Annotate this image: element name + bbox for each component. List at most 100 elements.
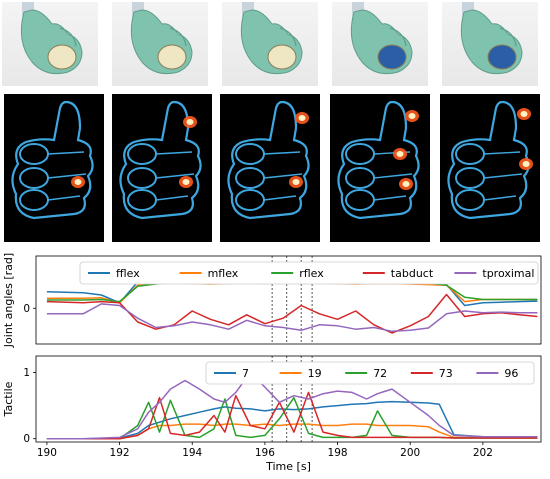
- thermal-row: [0, 94, 550, 244]
- gloved-hand-icon: [460, 2, 523, 75]
- series-group: [46, 278, 538, 334]
- heat-core: [186, 119, 194, 125]
- legend-label-tproximal: tproximal: [482, 267, 534, 280]
- finger-loop: [345, 143, 375, 165]
- thermal-hand-icon: [11, 100, 94, 220]
- legend: fflex mflex rflex tabduct tproximal: [79, 261, 539, 285]
- legend-label-96: 96: [504, 367, 518, 380]
- held-object-shape: [267, 44, 297, 70]
- finger-lines: [373, 151, 413, 201]
- x-axis-label: Time [s]: [265, 460, 311, 473]
- series-group: [46, 371, 538, 440]
- thermal-image-4: [330, 94, 430, 242]
- legend-label-fflex: fflex: [116, 267, 140, 280]
- thumb-line: [59, 27, 77, 47]
- finger-loop: [455, 143, 485, 165]
- x-tick-label: 196: [255, 447, 275, 459]
- finger-loop: [19, 189, 49, 211]
- hand-outline: [447, 100, 530, 220]
- heat-core: [182, 179, 190, 185]
- held-object-shape: [377, 44, 407, 70]
- finger-loop: [345, 189, 375, 211]
- y-axis-label: Joint angles [rad]: [2, 253, 15, 348]
- held-object-shape: [47, 44, 77, 70]
- x-tick-label: 194: [182, 447, 202, 459]
- x-tick-label: 200: [400, 447, 420, 459]
- x-tick-label: 190: [37, 447, 57, 459]
- hand-outline: [11, 100, 94, 220]
- series-line-96: [46, 371, 538, 440]
- series-line-tproximal: [46, 303, 538, 333]
- hand-outline: [119, 100, 202, 220]
- finger-loop: [235, 143, 265, 165]
- hand-outline: [337, 100, 420, 220]
- finger-loop: [235, 167, 265, 189]
- thumb-line: [279, 27, 297, 47]
- thermal-hand-icon: [119, 100, 202, 220]
- legend-label-7: 7: [242, 367, 249, 380]
- thermal-image-2: [112, 94, 212, 242]
- legend-box: [79, 261, 539, 285]
- heat-core: [408, 113, 416, 119]
- y-tick-label: 1: [23, 367, 30, 379]
- x-tick-label: 202: [473, 447, 493, 459]
- gloved-hand-icon: [240, 2, 303, 75]
- plot-frame: [35, 255, 542, 345]
- legend-label-tabduct: tabduct: [391, 267, 434, 280]
- thumb-line: [389, 27, 407, 47]
- plot-frame: [35, 355, 542, 443]
- y-axis-label: Tactile: [2, 381, 15, 417]
- grasp-photo-1: [2, 2, 98, 86]
- gloved-hand-icon: [350, 2, 413, 75]
- heat-core: [522, 161, 530, 167]
- chart-panel-1: 0 Joint angles [rad] fflex mflex rflex tabduc…: [2, 253, 542, 348]
- legend-box: [205, 361, 535, 385]
- thermal-hand-icon: [227, 100, 310, 220]
- finger-loop: [127, 143, 157, 165]
- gloved-hand-icon: [20, 2, 83, 75]
- grasp-photo-3: [222, 2, 318, 86]
- grasp-photo-2: [112, 2, 208, 86]
- series-line-7: [46, 400, 538, 440]
- finger-loop: [19, 167, 49, 189]
- legend-label-rflex: rflex: [299, 267, 324, 280]
- finger-lines: [263, 151, 303, 201]
- finger-loop: [127, 167, 157, 189]
- gloved-hand-icon: [130, 2, 193, 75]
- legend-label-19: 19: [308, 367, 322, 380]
- y-tick-label: 0: [23, 303, 30, 315]
- grasp-photo-4: [332, 2, 428, 86]
- x-tick-label: 198: [328, 447, 348, 459]
- thumb-line: [499, 27, 517, 47]
- finger-loop: [127, 189, 157, 211]
- finger-lines: [47, 151, 87, 201]
- series-line-mflex: [46, 282, 538, 304]
- thermal-image-1: [4, 94, 104, 242]
- finger-loop: [455, 167, 485, 189]
- y-tick-label: 0: [23, 433, 30, 445]
- legend-label-73: 73: [439, 367, 453, 380]
- heat-core: [298, 115, 306, 121]
- series-line-tabduct: [46, 293, 538, 334]
- grasp-photo-5: [442, 2, 538, 86]
- finger-lines: [483, 151, 523, 201]
- x-tick-label: 192: [110, 447, 130, 459]
- finger-loop: [235, 189, 265, 211]
- hand-outline: [227, 100, 310, 220]
- finger-loop: [455, 189, 485, 211]
- finger-lines: [155, 151, 195, 201]
- photo-row: [0, 0, 550, 88]
- legend-label-72: 72: [373, 367, 387, 380]
- series-line-72: [46, 396, 538, 440]
- thermal-hand-icon: [337, 100, 420, 220]
- held-object-shape: [487, 44, 517, 70]
- chart-panel-2: 0 1 190 192 194 196 198 200 202 Tactile Time [s] 7 1…: [2, 355, 542, 473]
- heat-core: [402, 181, 410, 187]
- finger-loop: [345, 167, 375, 189]
- legend-label-mflex: mflex: [208, 267, 239, 280]
- held-object-shape: [157, 44, 187, 70]
- thermal-image-5: [440, 94, 540, 242]
- series-line-73: [46, 391, 538, 440]
- heat-core: [396, 151, 404, 157]
- thermal-hand-icon: [447, 100, 533, 220]
